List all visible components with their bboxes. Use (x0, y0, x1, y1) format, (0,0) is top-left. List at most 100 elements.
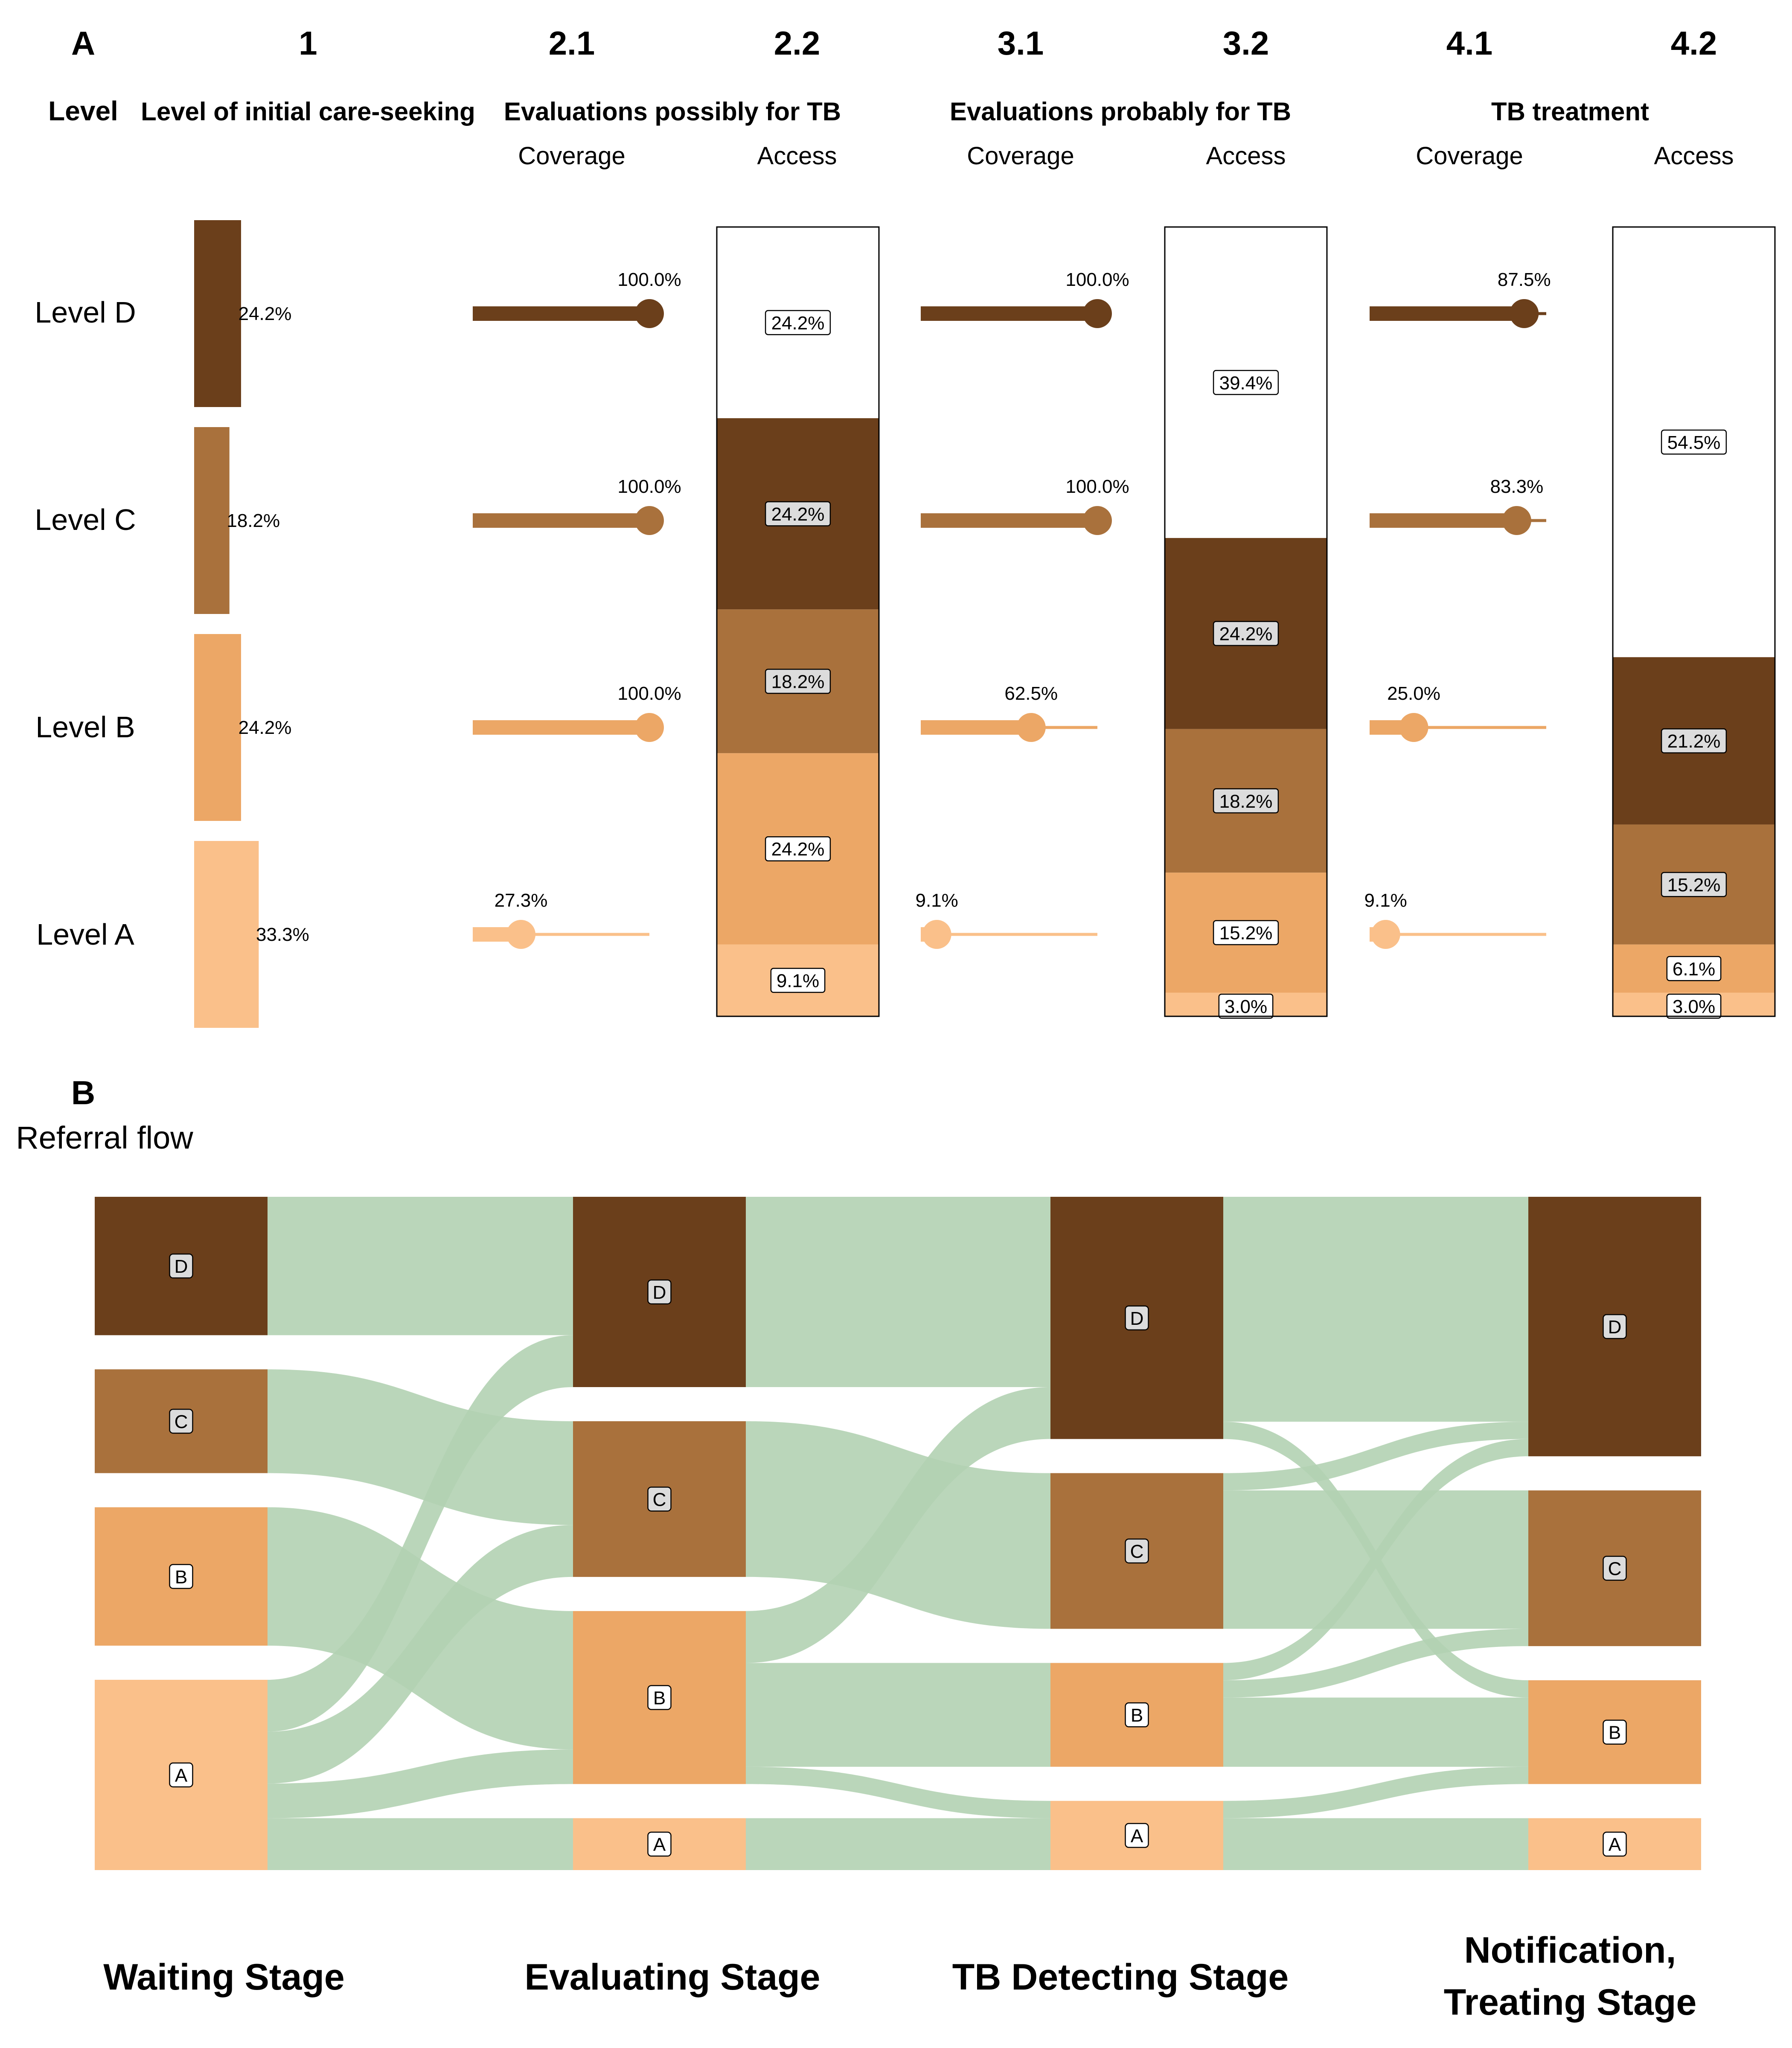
node-s3-d-label-box (1125, 1305, 1149, 1331)
coverage-3-1-c-dot (1083, 506, 1112, 535)
sub-access-2: Access (757, 142, 837, 170)
access-2-2-none-label-box (765, 310, 831, 335)
access-2-2-d-label: 24.2% (771, 504, 825, 525)
access-4-2-a-label-box (1666, 993, 1722, 1019)
access-3-2-none-label-box (1213, 370, 1279, 395)
coverage-2-1-b-dot (635, 713, 664, 742)
care-seeking-label-d: 24.2% (239, 303, 292, 324)
coverage-3-1-c-label: 100.0% (1065, 476, 1129, 497)
access-3-2-c-label-box (1213, 788, 1279, 814)
access-2-2-c-label-box (765, 669, 831, 694)
care-seeking-bar-b (194, 634, 241, 821)
coverage-4-1-d-label: 87.5% (1498, 269, 1551, 290)
node-s4-d-label-box (1603, 1314, 1627, 1339)
care-seeking-bar-a (194, 841, 259, 1028)
col-title-3: Evaluations probably for TB (950, 97, 1291, 126)
flow-s2-d-to-d (746, 1197, 1050, 1387)
access-2-2-a-label: 9.1% (777, 971, 819, 992)
access-3-2-b-label: 15.2% (1219, 923, 1273, 944)
node-s2-d-label-box (647, 1279, 672, 1305)
coverage-4-1-c-label: 83.3% (1490, 476, 1543, 497)
node-s2-c-label: C (653, 1489, 666, 1510)
coverage-4-1-a-dot (1371, 920, 1400, 949)
col-num-4-2: 4.2 (1671, 24, 1717, 62)
sub-access-3: Access (1206, 142, 1286, 170)
access-4-2-none-label-box (1661, 429, 1727, 455)
coverage-2-1-a-label: 27.3% (495, 890, 548, 911)
coverage-3-1-d-dot (1083, 299, 1112, 328)
coverage-3-1-a-label: 9.1% (916, 890, 958, 911)
node-s3-a-label: A (1131, 1826, 1143, 1847)
node-s1-d-label: D (175, 1256, 188, 1277)
col-num-2-2: 2.2 (774, 24, 820, 62)
col-title-2: Evaluations possibly for TB (504, 97, 841, 126)
coverage-2-1-d-label: 100.0% (617, 269, 681, 290)
node-s1-d-label-box (169, 1253, 193, 1279)
coverage-3-1-b-dot (1016, 713, 1046, 742)
coverage-3-1-a-dot (922, 920, 951, 949)
node-s2-d-label: D (653, 1282, 666, 1303)
col-title-1: Level of initial care-seeking (141, 97, 475, 126)
access-3-2-none-label: 39.4% (1219, 372, 1273, 393)
access-4-2-frame (1612, 226, 1776, 1017)
access-4-2-b-label: 6.1% (1673, 959, 1715, 980)
row-label-c: Level C (35, 503, 136, 536)
node-s2-a-label-box (647, 1831, 672, 1857)
level-header: Level (48, 96, 118, 126)
sub-coverage-4: Coverage (1416, 142, 1523, 170)
node-s4-c-label: C (1608, 1559, 1622, 1580)
coverage-4-1-a-label: 9.1% (1364, 890, 1407, 911)
node-s2-c-label-box (647, 1487, 672, 1512)
flow-s2-a-to-a (746, 1818, 1050, 1870)
coverage-2-1-d-bar (473, 306, 649, 321)
care-seeking-bar-d (194, 220, 241, 407)
coverage-4-1-d-bar (1370, 306, 1524, 321)
node-s3-b-label: B (1131, 1705, 1143, 1726)
access-2-2-c-label: 18.2% (771, 672, 825, 692)
access-3-2-d-label: 24.2% (1219, 624, 1273, 645)
access-4-2-b-label-box (1666, 956, 1722, 981)
node-s4-a-label: A (1609, 1834, 1621, 1855)
node-s2-b-label-box (647, 1685, 672, 1710)
access-3-2-d-label-box (1213, 621, 1279, 646)
access-4-2-d-label: 21.2% (1667, 731, 1721, 752)
flow-s1-a-to-b (268, 1749, 573, 1818)
flow-s2-b-to-a (746, 1766, 1050, 1818)
access-3-2-a-label-box (1218, 993, 1274, 1019)
access-2-2-d-label-box (765, 501, 831, 527)
node-s3-d-label: D (1130, 1308, 1144, 1329)
col-num-3-2: 3.2 (1223, 24, 1269, 62)
flow-s2-b-to-d (746, 1387, 1050, 1663)
panel-a-plots: 24.2% 18.2% 24.2% 33.3% 100.0% 100.0% 100.0% 27… (194, 220, 1776, 1028)
row-label-b: Level B (35, 710, 135, 744)
node-s3-b-label-box (1125, 1702, 1149, 1728)
node-s2-a-label: A (653, 1834, 666, 1855)
node-s1-a-label: A (175, 1765, 188, 1786)
col-num-3-1: 3.1 (998, 24, 1044, 62)
sankey-plot: D C B A D C B A D C B A D C B A (95, 1197, 1701, 1870)
node-s4-d-label: D (1608, 1317, 1622, 1338)
panel-b-letter: B (71, 1074, 95, 1111)
coverage-2-1-b-bar (473, 720, 649, 735)
stage-label-waiting: Waiting Stage (103, 1957, 344, 1998)
access-4-2-d-label-box (1661, 728, 1727, 753)
node-s1-c-label: C (175, 1411, 188, 1432)
coverage-3-1-d-bar (921, 306, 1097, 321)
node-s3-c-label: C (1130, 1541, 1144, 1562)
coverage-2-1-c-bar (473, 513, 649, 528)
care-seeking-bar-c (194, 427, 230, 614)
referral-flow-title: Referral flow (16, 1120, 193, 1155)
node-s4-b-label-box (1603, 1719, 1627, 1745)
flow-s3-b-to-b (1223, 1697, 1528, 1767)
sub-access-4: Access (1654, 142, 1734, 170)
stage-label-detecting: TB Detecting Stage (952, 1957, 1289, 1998)
stage-label-evaluating: Evaluating Stage (525, 1957, 820, 1998)
panel-a-letter: A (71, 24, 95, 62)
coverage-3-1-b-bar (921, 720, 1031, 735)
coverage-2-1-a-dot (506, 920, 536, 949)
node-s2-b-label: B (653, 1688, 666, 1709)
care-seeking-label-b: 24.2% (239, 717, 292, 738)
flow-s1-a-to-c (268, 1525, 573, 1784)
flow-s3-a-to-a (1223, 1818, 1528, 1870)
